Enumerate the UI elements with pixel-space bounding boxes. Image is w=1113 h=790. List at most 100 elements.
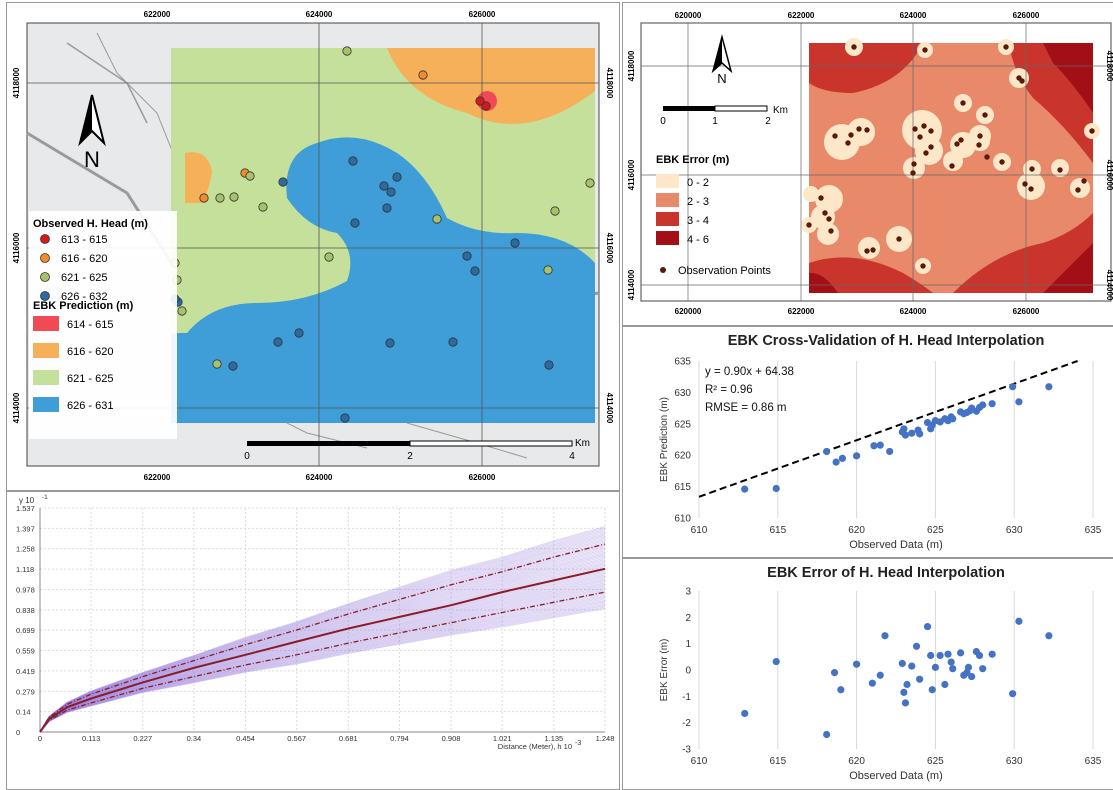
data-point [772,657,780,666]
observation-point [826,216,832,222]
observation-point [845,140,851,146]
observation-point [921,123,927,129]
data-point [988,650,996,658]
semivariogram-curve [39,576,606,733]
observation-point [856,126,862,132]
data-point [916,675,924,683]
data-point [830,669,839,677]
observation-point [870,247,876,253]
low-error-zone [903,157,925,179]
legend-observed-label: 616 - 620 [61,253,107,265]
prediction-zone-616-620-west [185,152,212,203]
legend-observed-symbol [40,291,50,301]
observed-point [544,360,554,370]
map-legend: Observed H. Head (m) 613 - 615 616 - 620 6… [29,211,177,439]
observed-points [170,46,595,423]
legend-error-swatch [656,193,679,207]
observed-point [418,70,428,80]
error-chart-panel: EBK Error of H. Head Interpolation 610 615… [622,558,1113,790]
y-tick-label: 615 [674,482,691,493]
legend-error-label: 4 - 6 [687,234,709,246]
semivariogram-curve [39,606,606,733]
scale-bar: 0 2 4 Km [244,438,590,462]
y-tick-label: 635 [674,357,691,368]
legend-error-swatch [656,231,679,245]
data-point [772,484,780,493]
observation-points [806,44,1095,269]
legend-observed-symbol [40,253,50,263]
observed-point [324,252,334,262]
x-axis-exponent: -3 [575,740,581,747]
scale-label: 1 [712,116,718,127]
semivariogram-curve [39,590,606,733]
low-error-zone [943,151,963,171]
observation-point [977,133,983,139]
observed-point [462,251,472,261]
x-axis-label: Observed Data (m) [849,539,943,551]
data-point [853,660,861,668]
scale-label: 2 [407,451,413,462]
north-label: N [717,71,726,86]
lower-quantile-curve [39,591,606,733]
x-tick-label: 610 [691,756,708,767]
semivariogram-curve [39,598,606,733]
low-error-zone [858,237,880,259]
north-label: N [84,147,100,172]
scale-label: 0 [660,116,666,127]
legend-prediction-swatch [33,370,59,385]
y-axis-label: γ 10 [19,496,35,505]
semivariogram-curve [39,553,606,733]
low-error-zone [1017,172,1045,200]
x-tick-label: 0.454 [236,734,255,743]
observed-point [294,328,304,338]
semivariogram-curve [39,548,606,733]
right-tick: 4114000 [605,393,614,424]
semivariogram-curve [39,537,606,733]
legend-prediction-title: EBK Prediction (m) [33,300,134,312]
legend-error-label: 2 - 3 [687,196,709,208]
observation-point [818,195,824,201]
x-tick-label: 0.908 [442,734,461,743]
observed-point [273,337,283,347]
semivariogram-curve [39,607,606,733]
error-zone-3-4-nw [809,43,923,93]
observation-point [958,137,964,143]
semivariogram-curve [39,550,606,733]
y-tick-label: 0.699 [16,626,35,635]
observation-point [822,210,828,216]
x-tick-label: 615 [769,525,786,536]
x-tick-label: 1.248 [596,734,615,743]
semivariogram-curve [39,597,606,733]
semivariogram-curve [39,582,606,733]
x-tick-label: 0.113 [82,734,100,743]
y-tick-label: 1 [685,639,691,650]
observation-point [922,47,928,53]
semivariogram-curve [39,558,606,733]
scale-label: 0 [244,451,250,462]
observed-point [177,306,187,316]
x-tick-label: 620 [848,756,865,767]
y-tick-label: 0.559 [16,647,35,656]
x-tick-label: 0 [38,734,42,743]
data-point [1009,690,1017,698]
semivariogram-curve [39,526,606,733]
x-tick-label: 0.227 [133,734,152,743]
top-tick: 626000 [469,10,496,19]
bottom-tick: 620000 [675,307,702,316]
observed-point [229,192,239,202]
x-tick-label: 0.794 [390,734,409,743]
error-map: N 0 1 2 Km EBK Error (m) 0 - 2 2 - 3 3 - 4… [627,11,1113,316]
semivariogram-curve [39,530,606,733]
legend-prediction-swatch [33,397,59,412]
legend-prediction-label: 621 - 625 [67,373,113,385]
observed-point [432,214,442,224]
semivariogram-curve [39,595,606,733]
left-tick: 4116000 [12,232,21,263]
x-tick-label: 615 [769,756,786,767]
legend-observed-symbol [40,234,50,244]
scale-bar: 0 1 2 Km [660,105,788,127]
semivariogram-curve [39,605,606,733]
legend-prediction-swatch [33,316,59,331]
observation-point [848,132,854,138]
right-tick: 4116000 [605,233,614,264]
